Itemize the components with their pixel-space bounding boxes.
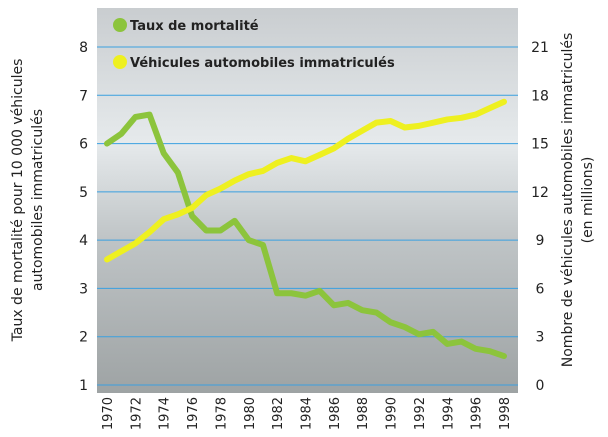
y2-tick-label: 3 bbox=[536, 330, 545, 346]
y2-tick-label: 0 bbox=[536, 378, 545, 394]
y-tick-label: 4 bbox=[79, 233, 88, 249]
legend-marker bbox=[113, 18, 127, 32]
x-tick-label: 1988 bbox=[356, 397, 371, 430]
x-tick-label: 1992 bbox=[413, 397, 428, 430]
y-tick-label: 1 bbox=[79, 378, 88, 394]
y-axis-label: automobiles immatriculés bbox=[30, 109, 46, 291]
x-tick-label: 1980 bbox=[243, 397, 258, 430]
y2-tick-label: 6 bbox=[536, 281, 545, 297]
y2-tick-label: 18 bbox=[531, 88, 549, 104]
y2-axis-label: Nombre de véhicules automobiles immatric… bbox=[560, 33, 576, 367]
y2-axis-label: (en millions) bbox=[580, 157, 596, 244]
series-line bbox=[104, 98, 507, 263]
x-tick-label: 1994 bbox=[441, 397, 456, 430]
plot-background bbox=[97, 8, 518, 393]
x-tick-label: 1986 bbox=[328, 397, 343, 430]
legend-label: Véhicules automobiles immatriculés bbox=[130, 56, 395, 71]
x-tick-label: 1984 bbox=[300, 397, 315, 430]
x-tick-label: 1998 bbox=[498, 397, 513, 430]
series-line bbox=[104, 111, 507, 360]
legend-marker bbox=[113, 55, 127, 69]
y-tick-label: 7 bbox=[79, 88, 88, 104]
y-tick-label: 5 bbox=[79, 185, 88, 201]
x-tick-label: 1982 bbox=[271, 397, 286, 430]
x-tick-label: 1974 bbox=[158, 397, 173, 430]
x-tick-label: 1972 bbox=[129, 397, 144, 430]
legend-label: Taux de mortalité bbox=[130, 19, 259, 34]
y-tick-label: 8 bbox=[79, 40, 88, 56]
x-tick-label: 1970 bbox=[101, 397, 116, 430]
y2-tick-label: 21 bbox=[531, 40, 549, 56]
x-tick-label: 1976 bbox=[186, 397, 201, 430]
y-tick-label: 3 bbox=[79, 281, 88, 297]
y2-tick-label: 15 bbox=[531, 137, 549, 153]
y-tick-label: 2 bbox=[79, 330, 88, 346]
y2-tick-label: 12 bbox=[531, 185, 549, 201]
x-tick-label: 1990 bbox=[385, 397, 400, 430]
x-tick-label: 1996 bbox=[470, 397, 485, 430]
y2-tick-label: 9 bbox=[536, 233, 545, 249]
x-tick-label: 1978 bbox=[214, 397, 229, 430]
y-axis-label: Taux de mortalité pour 10 000 véhicules bbox=[10, 59, 26, 343]
y-tick-label: 6 bbox=[79, 137, 88, 153]
